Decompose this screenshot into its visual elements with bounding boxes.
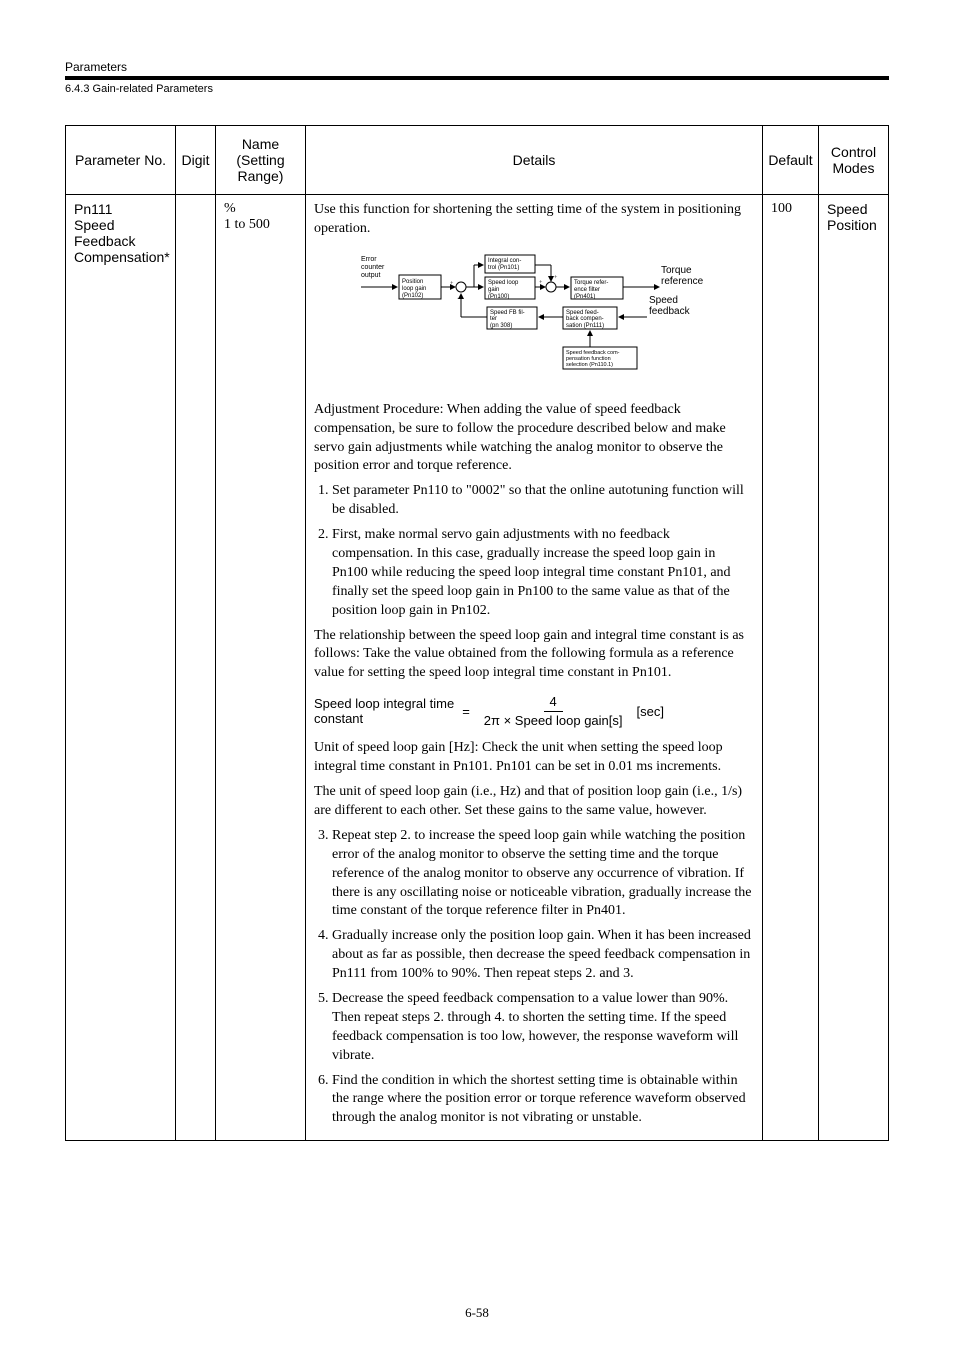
th-digit: Digit — [176, 126, 216, 195]
svg-text:Integral con-: Integral con- — [488, 258, 521, 264]
svg-text:−: − — [457, 296, 461, 302]
cell-param-no: Pn111 Speed Feedback Compensation* — [66, 195, 176, 1141]
param-name-l2: Compensation* — [74, 249, 167, 265]
step-4: Gradually increase only the position loo… — [332, 927, 754, 984]
steps-list-cont: Repeat step 2. to increase the speed loo… — [314, 827, 754, 1128]
block-diagram: Error counter output Position loop gain … — [314, 247, 754, 387]
svg-text:ence filter: ence filter — [574, 287, 600, 293]
svg-text:gain: gain — [488, 287, 499, 293]
page-header: Parameters 6.4.3 Gain-related Parameters — [65, 60, 889, 95]
formula: Speed loop integral time constant = 4 2π… — [314, 693, 754, 729]
formula-num: 4 — [544, 693, 563, 712]
relationship-para: The relationship between the speed loop … — [314, 627, 754, 684]
svg-text:feedback: feedback — [649, 306, 691, 317]
mode-speed: Speed — [827, 201, 880, 217]
th-name: Name (Setting Range) — [216, 126, 306, 195]
formula-label-l2: constant — [314, 711, 454, 727]
svg-text:+: + — [554, 275, 558, 281]
cell-details: Use this function for shortening the set… — [306, 195, 763, 1141]
step-3: Repeat step 2. to increase the speed loo… — [332, 827, 754, 921]
formula-label: Speed loop integral time constant — [314, 696, 454, 727]
mode-position: Position — [827, 217, 880, 233]
th-paramno: Parameter No. — [66, 126, 176, 195]
svg-text:Speed loop: Speed loop — [488, 280, 519, 286]
formula-label-l1: Speed loop integral time — [314, 696, 454, 712]
adjustment-intro: Adjustment Procedure: When adding the va… — [314, 401, 754, 477]
svg-text:Torque: Torque — [661, 265, 692, 276]
svg-text:Position: Position — [402, 279, 423, 285]
svg-text:trol (Pn101): trol (Pn101) — [488, 265, 519, 271]
details-intro: Use this function for shortening the set… — [314, 201, 754, 239]
svg-text:sation (Pn111): sation (Pn111) — [566, 323, 604, 329]
svg-text:Error: Error — [361, 256, 377, 263]
setting-range: 1 to 500 — [224, 217, 297, 233]
svg-text:reference: reference — [661, 276, 704, 287]
formula-unit: [sec] — [637, 703, 664, 721]
svg-text:back compen-: back compen- — [566, 316, 604, 322]
svg-text:(Pn401): (Pn401) — [574, 294, 595, 300]
header-rule — [65, 76, 889, 80]
th-modes: Control Modes — [819, 126, 889, 195]
th-default: Default — [763, 126, 819, 195]
svg-text:(Pn100): (Pn100) — [488, 294, 509, 300]
svg-text:selection (Pn110.1): selection (Pn110.1) — [566, 362, 613, 368]
unit-para-1: Unit of speed loop gain [Hz]: Check the … — [314, 739, 754, 777]
cell-digit — [176, 195, 216, 1141]
formula-fraction: 4 2π × Speed loop gain[s] — [478, 693, 629, 729]
svg-text:Torque refer-: Torque refer- — [574, 280, 608, 286]
parameters-table: Parameter No. Digit Name (Setting Range)… — [65, 125, 889, 1141]
step-5: Decrease the speed feedback compensation… — [332, 990, 754, 1066]
cell-modes: Speed Position — [819, 195, 889, 1141]
svg-text:counter: counter — [361, 264, 385, 271]
steps-list: Set parameter Pn110 to "0002" so that th… — [314, 482, 754, 620]
svg-text:loop gain: loop gain — [402, 286, 426, 292]
page-number: 6-58 — [0, 1305, 954, 1321]
cell-setting: % 1 to 500 — [216, 195, 306, 1141]
svg-text:+: + — [450, 281, 454, 287]
formula-den: 2π × Speed loop gain[s] — [478, 712, 629, 730]
svg-text:(Pn102): (Pn102) — [402, 293, 423, 299]
param-id: Pn111 — [74, 201, 167, 217]
subsection-label: 6.4.3 Gain-related Parameters — [65, 83, 889, 95]
param-name-l1: Speed Feedback — [74, 217, 167, 249]
svg-text:Speed: Speed — [649, 295, 678, 306]
step-6: Find the condition in which the shortest… — [332, 1072, 754, 1129]
step-2: First, make normal servo gain adjustment… — [332, 526, 754, 620]
setting-unit: % — [224, 201, 297, 217]
step-1: Set parameter Pn110 to "0002" so that th… — [332, 482, 754, 520]
section-label: Parameters — [65, 60, 889, 74]
svg-text:ter: ter — [490, 316, 497, 322]
svg-text:+: + — [539, 280, 543, 286]
cell-default: 100 — [763, 195, 819, 1141]
svg-text:(pn 308): (pn 308) — [490, 323, 512, 329]
svg-text:output: output — [361, 272, 381, 279]
unit-para-2: The unit of speed loop gain (i.e., Hz) a… — [314, 783, 754, 821]
formula-eq: = — [462, 703, 470, 721]
th-details: Details — [306, 126, 763, 195]
